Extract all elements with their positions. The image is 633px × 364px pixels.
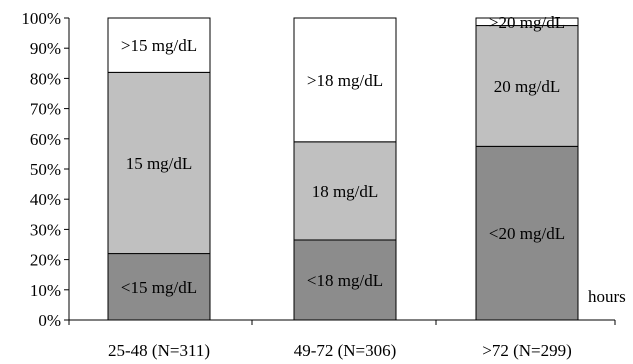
y-tick-label: 10% [30, 281, 61, 300]
x-category-label: >72 (N=299) [482, 341, 572, 360]
bar-segment-label: <15 mg/dL [121, 278, 197, 297]
bar-segment-label: 20 mg/dL [494, 77, 561, 96]
y-tick-label: 50% [30, 160, 61, 179]
x-unit-label: hours [588, 287, 626, 306]
bar-stack: <20 mg/dL 20 mg/dL >20 mg/dL [475, 13, 579, 321]
bar-segment [475, 145, 579, 321]
bar-segment [475, 17, 579, 27]
bar-segment [107, 71, 211, 255]
bar-segment [107, 17, 211, 73]
bar-segment [293, 141, 397, 241]
x-category-label: 49-72 (N=306) [294, 341, 397, 360]
x-category-label: 25-48 (N=311) [108, 341, 210, 360]
bar-stack: <18 mg/dL 18 mg/dL >18 mg/dL [293, 17, 397, 321]
bar-segment-label: >15 mg/dL [121, 36, 197, 55]
bar-segment-label: 15 mg/dL [126, 154, 193, 173]
x-axis-labels: 25-48 (N=311) 49-72 (N=306) >72 (N=299) [108, 341, 572, 360]
y-tick-label: 80% [30, 69, 61, 88]
bar-segment-label: <20 mg/dL [489, 224, 565, 243]
bar-segment-label: >20 mg/dL [489, 13, 565, 32]
y-tick-label: 100% [21, 9, 61, 28]
bar-segment-label: 18 mg/dL [312, 182, 379, 201]
y-tick-label: 90% [30, 39, 61, 58]
bar-stack: <15 mg/dL 15 mg/dL >15 mg/dL [107, 17, 211, 321]
y-tick-label: 20% [30, 251, 61, 270]
y-tick-label: 40% [30, 190, 61, 209]
bars: <15 mg/dL 15 mg/dL >15 mg/dL <18 mg/dL 18 mg… [107, 13, 579, 321]
y-tick-label: 30% [30, 220, 61, 239]
y-axis-ticks: 0% 10% 20% 30% 40% 50% 60% 70% 80% 90% 100% [21, 9, 616, 330]
y-tick-label: 70% [30, 100, 61, 119]
bar-segment-label: <18 mg/dL [307, 271, 383, 290]
y-tick-label: 60% [30, 130, 61, 149]
bar-segment-label: >18 mg/dL [307, 71, 383, 90]
bar-segment [475, 25, 579, 147]
bar-segment [293, 17, 397, 143]
y-tick-label: 0% [38, 311, 61, 330]
bar-segment [107, 253, 211, 321]
